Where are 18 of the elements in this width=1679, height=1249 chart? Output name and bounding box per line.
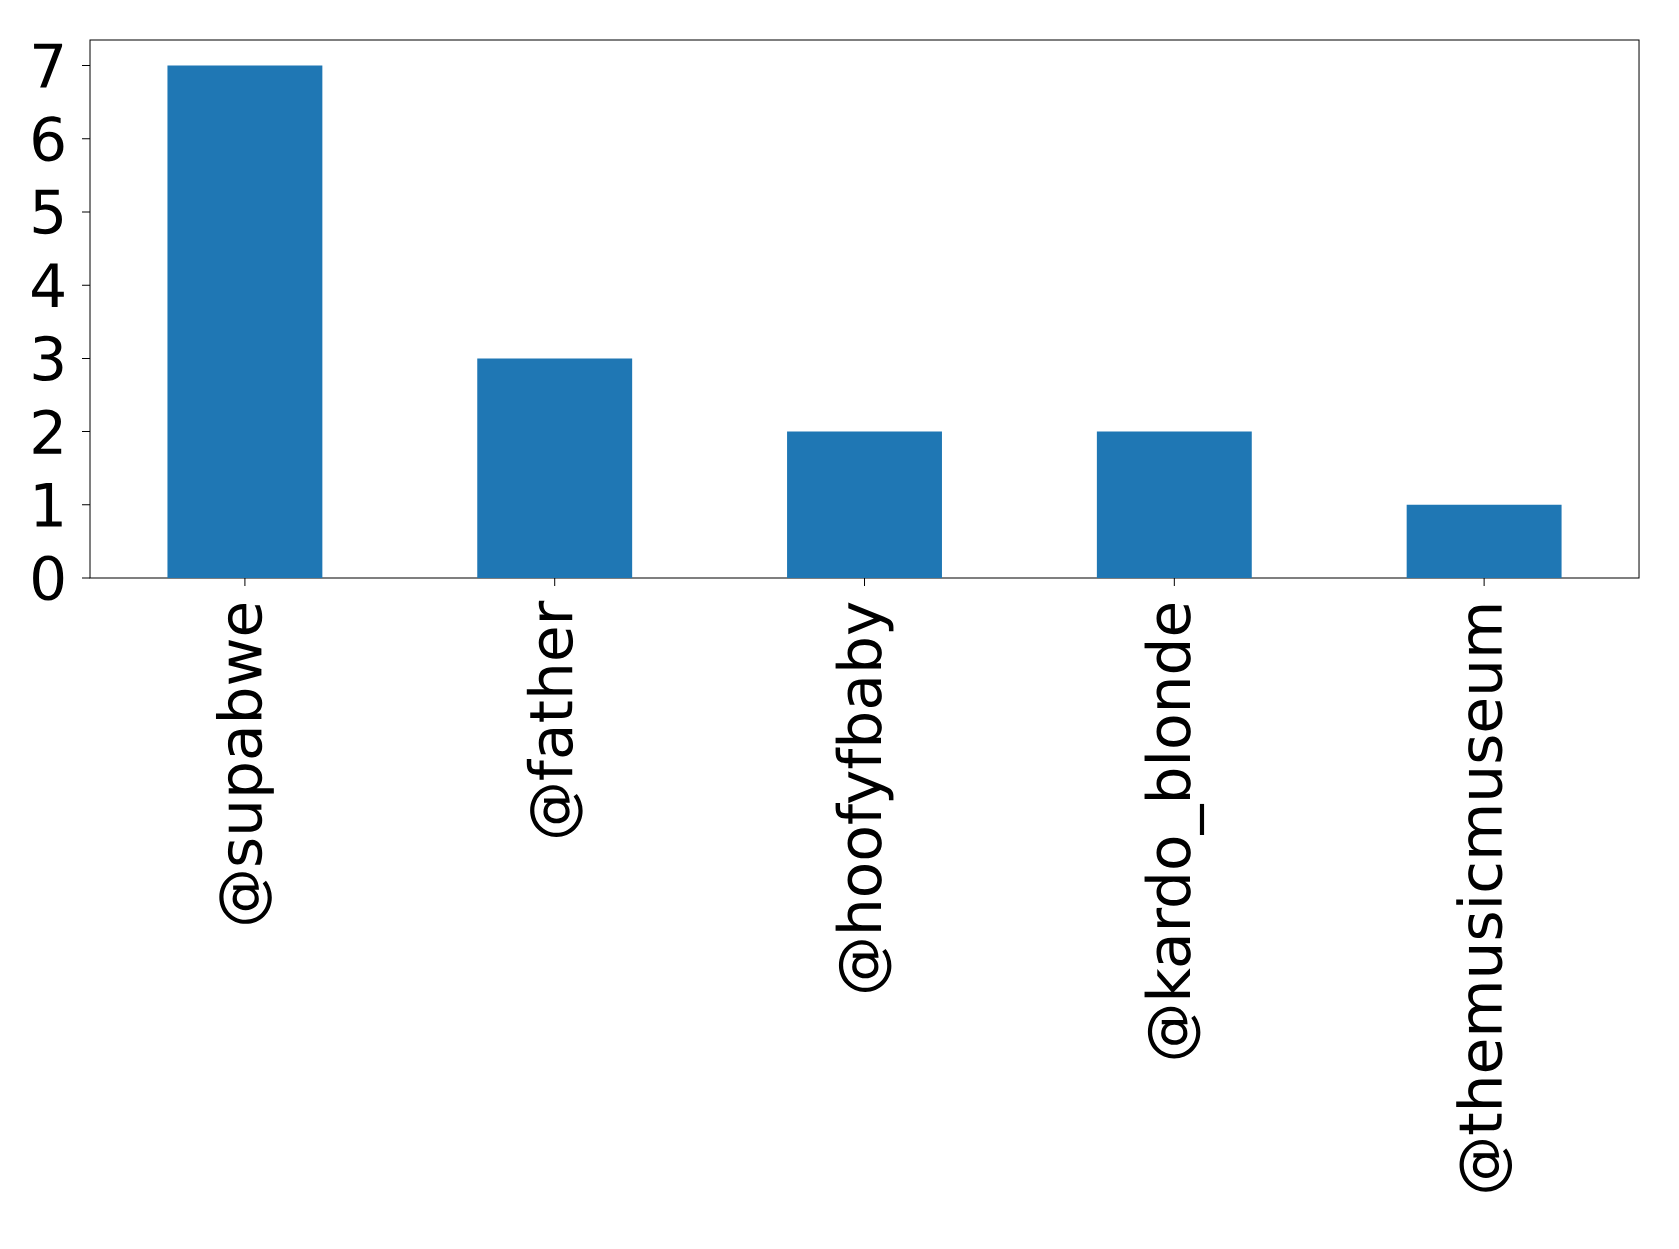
x-tick-label: @kardo_blonde — [1144, 603, 1205, 1059]
bar — [167, 65, 323, 578]
y-tick-label: 2 — [33, 409, 62, 454]
y-tick-label: 6 — [33, 116, 64, 162]
y-tick-label: 0 — [33, 555, 64, 601]
bar — [1096, 431, 1252, 578]
y-tick-label: 4 — [32, 263, 64, 307]
x-tick-label: @hoofyfbaby — [835, 602, 894, 992]
y-tick-label: 7 — [34, 43, 63, 88]
x-tick-label: @themusicmuseum — [1456, 605, 1513, 1192]
y-tick-label: 5 — [33, 189, 62, 235]
bar — [787, 431, 942, 578]
x-tick-label: @supabwe — [215, 603, 274, 924]
y-tick-label: 3 — [33, 335, 63, 381]
x-tick-label: @father — [526, 600, 583, 837]
y-tick-label: 1 — [35, 483, 62, 527]
bar — [1406, 504, 1562, 578]
bar — [477, 358, 633, 578]
